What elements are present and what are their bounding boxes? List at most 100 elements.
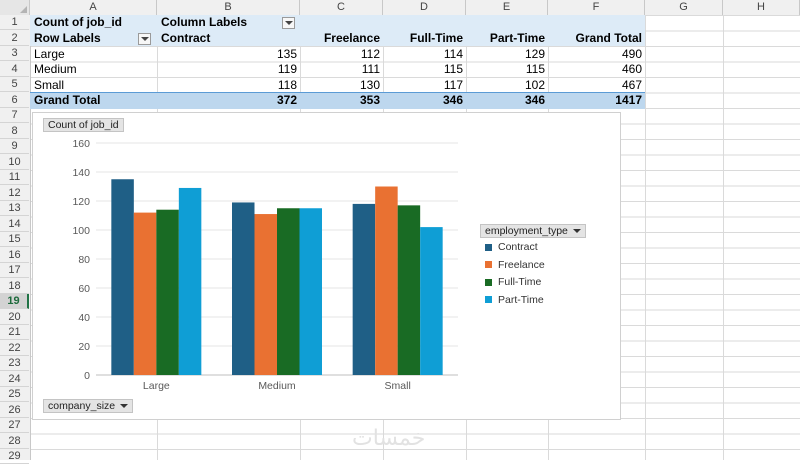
bar-full-time-large[interactable] (156, 209, 179, 375)
bar-part-time-small[interactable] (420, 227, 443, 375)
pivot-cell[interactable]: 129 (524, 46, 545, 61)
x-category-label: Large (143, 380, 170, 392)
row-header-7[interactable]: 7 (0, 108, 29, 123)
row-header-17[interactable]: 17 (0, 263, 29, 278)
pivot-cell[interactable]: 112 (360, 46, 380, 61)
pivot-cell[interactable]: 130 (359, 77, 380, 92)
row-header-23[interactable]: 23 (0, 356, 29, 371)
pivot-row-label[interactable]: Large (34, 46, 65, 61)
pivot-total-cell[interactable]: 1417 (615, 93, 642, 107)
column-header-c[interactable]: C (300, 0, 383, 15)
watermark: خمسات (352, 426, 426, 451)
bar-freelance-small[interactable] (375, 186, 398, 376)
row-header-26[interactable]: 26 (0, 403, 29, 418)
legend-item-part-time[interactable]: Part-Time (485, 293, 544, 307)
row-header-24[interactable]: 24 (0, 372, 29, 387)
bar-contract-large[interactable] (111, 179, 134, 375)
row-header-14[interactable]: 14 (0, 217, 29, 232)
legend-item-contract[interactable]: Contract (485, 240, 538, 254)
column-header-h[interactable]: H (723, 0, 800, 15)
row-header-16[interactable]: 16 (0, 248, 29, 263)
row-header-6[interactable]: 6 (0, 93, 29, 108)
row-header-11[interactable]: 11 (0, 170, 29, 185)
row-header-5[interactable]: 5 (0, 77, 29, 92)
pivot-header-full-time[interactable]: Full-Time (409, 31, 463, 45)
row-labels-filter-button[interactable] (138, 33, 151, 45)
row-header-4[interactable]: 4 (0, 62, 29, 77)
row-header-18[interactable]: 18 (0, 279, 29, 294)
pivot-chart[interactable]: Count of job_id 0 20 40 60 80 100 120 140 160 Lar… (32, 112, 621, 420)
pivot-total-cell[interactable]: 346 (524, 93, 545, 107)
column-header-f[interactable]: F (548, 0, 645, 15)
select-all-button[interactable] (0, 0, 30, 15)
row-header-29[interactable]: 29 (0, 449, 29, 464)
bar-freelance-large[interactable] (133, 212, 157, 375)
column-header-a[interactable]: A (30, 0, 157, 15)
pivot-total-cell[interactable]: 372 (276, 93, 297, 107)
column-labels-filter-button[interactable] (282, 17, 295, 29)
pivot-cell[interactable]: 119 (277, 62, 297, 76)
bar-full-time-medium[interactable] (277, 208, 300, 375)
row-header-27[interactable]: 27 (0, 418, 29, 433)
row-header-15[interactable]: 15 (0, 232, 29, 247)
row-header-21[interactable]: 21 (0, 325, 29, 340)
pivot-cell[interactable]: 135 (276, 46, 297, 61)
pivot-total-cell[interactable]: 346 (442, 93, 463, 107)
y-tick-label: 160 (72, 138, 90, 150)
row-header-3[interactable]: 3 (0, 46, 29, 61)
pivot-row-labels[interactable]: Row Labels (34, 31, 101, 45)
pivot-row-label[interactable]: Medium (34, 62, 77, 76)
column-header-g[interactable]: G (645, 0, 723, 15)
row-header-25[interactable]: 25 (0, 387, 29, 402)
row-header-22[interactable]: 22 (0, 341, 29, 356)
column-header-d[interactable]: D (383, 0, 466, 15)
pivot-header-contract[interactable]: Contract (161, 31, 211, 45)
pivot-cell[interactable]: 115 (443, 62, 463, 76)
row-header-8[interactable]: 8 (0, 124, 29, 139)
pivot-values-label[interactable]: Count of job_id (34, 15, 122, 29)
bar-full-time-small[interactable] (397, 205, 421, 375)
row-header-1[interactable]: 1 (0, 15, 29, 30)
pivot-cell[interactable]: 114 (443, 46, 463, 61)
row-header-2[interactable]: 2 (0, 31, 29, 46)
y-tick-label: 60 (78, 283, 90, 295)
pivot-cell[interactable]: 467 (621, 77, 642, 92)
axis-field-button[interactable]: company_size (43, 399, 134, 413)
legend-field-label: employment_type (485, 225, 568, 237)
row-header-28[interactable]: 28 (0, 434, 29, 449)
pivot-cell[interactable]: 460 (621, 62, 642, 76)
row-header-20[interactable]: 20 (0, 310, 29, 325)
bar-freelance-medium[interactable] (254, 214, 278, 375)
pivot-total-cell[interactable]: 353 (359, 93, 380, 107)
row-header-13[interactable]: 13 (0, 201, 29, 216)
legend-field-button[interactable]: employment_type (480, 224, 586, 238)
pivot-cell[interactable]: 117 (443, 77, 463, 92)
pivot-cell[interactable]: 111 (361, 62, 380, 76)
bar-part-time-large[interactable] (178, 187, 202, 375)
pivot-column-labels[interactable]: Column Labels (161, 15, 248, 29)
row-header-19[interactable]: 19 (0, 294, 29, 309)
pivot-total-label[interactable]: Grand Total (34, 93, 101, 107)
row-header-9[interactable]: 9 (0, 139, 29, 154)
values-field-button[interactable]: Count of job_id (43, 118, 124, 132)
pivot-cell[interactable]: 115 (525, 62, 545, 76)
pivot-cell[interactable]: 118 (277, 77, 297, 92)
row-header-10[interactable]: 10 (0, 155, 29, 170)
pivot-cell[interactable]: 490 (621, 46, 642, 61)
pivot-header-part-time[interactable]: Part-Time (489, 31, 545, 45)
column-header-b[interactable]: B (157, 0, 300, 15)
pivot-cell[interactable]: 102 (524, 77, 545, 92)
legend-item-full-time[interactable]: Full-Time (485, 275, 541, 289)
column-header-bar: A B C D E F G H (0, 0, 800, 16)
chart-plot-area: 0 20 40 60 80 100 120 140 160 Large Medium Small (72, 138, 458, 392)
pivot-header-freelance[interactable]: Freelance (323, 31, 380, 45)
pivot-header-grand-total[interactable]: Grand Total (575, 31, 642, 45)
bar-contract-medium[interactable] (232, 202, 255, 375)
column-header-e[interactable]: E (466, 0, 548, 15)
bar-contract-small[interactable] (352, 203, 376, 375)
bar-part-time-medium[interactable] (299, 208, 323, 375)
legend-item-freelance[interactable]: Freelance (485, 258, 545, 272)
row-header-12[interactable]: 12 (0, 186, 29, 201)
y-tick-label: 120 (72, 196, 90, 208)
pivot-row-label[interactable]: Small (34, 77, 65, 92)
